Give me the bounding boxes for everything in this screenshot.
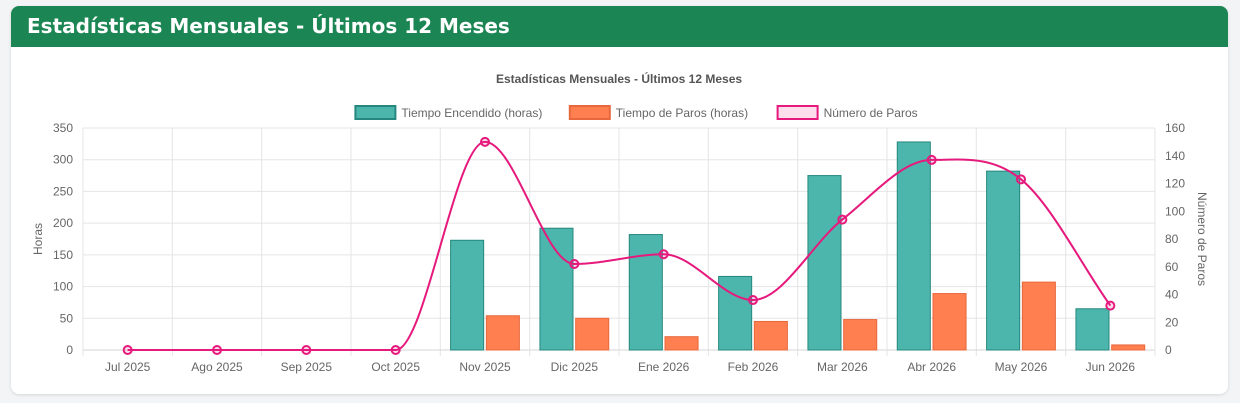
bar-paros xyxy=(485,315,520,351)
x-tick-label: Dic 2025 xyxy=(551,360,599,374)
x-tick-label: Jul 2025 xyxy=(105,360,151,374)
bar-encendido xyxy=(1075,308,1110,351)
y-tick-label-left: 50 xyxy=(60,311,74,325)
y-tick-label-left: 350 xyxy=(53,121,73,135)
legend-paros-swatch xyxy=(568,105,611,120)
y-tick-label-left: 300 xyxy=(53,153,73,167)
point-numero-paros xyxy=(926,154,937,165)
point-numero-paros xyxy=(301,345,312,355)
legend-paros-label: Tiempo de Paros (horas) xyxy=(616,106,748,120)
y-tick-label-right: 100 xyxy=(1165,204,1185,218)
bar-encendido xyxy=(896,141,931,351)
point-numero-paros xyxy=(390,345,401,355)
bar-paros xyxy=(664,336,699,351)
y-tick-label-right: 60 xyxy=(1165,260,1179,274)
bar-encendido xyxy=(450,239,485,351)
chart-title: Estadísticas Mensuales - Últimos 12 Mese… xyxy=(496,71,742,86)
x-tick-label: May 2026 xyxy=(995,360,1048,374)
y-tick-label-left: 200 xyxy=(53,216,73,230)
stats-card: Estadísticas Mensuales - Últimos 12 Mese… xyxy=(11,6,1228,394)
point-numero-paros xyxy=(569,258,580,269)
y-tick-label-right: 80 xyxy=(1165,232,1179,246)
bar-encendido xyxy=(628,234,663,351)
bar-paros xyxy=(1111,344,1146,351)
y-tick-label-right: 20 xyxy=(1165,315,1179,329)
y-tick-label-left: 0 xyxy=(66,343,73,357)
point-numero-paros xyxy=(212,345,222,355)
bar-encendido xyxy=(986,170,1021,351)
bar-paros xyxy=(753,320,788,351)
y-tick-label-left: 150 xyxy=(53,248,73,262)
point-numero-paros xyxy=(1105,300,1116,311)
point-numero-paros xyxy=(837,214,848,225)
point-numero-paros xyxy=(748,295,758,306)
y-tick-label-right: 40 xyxy=(1165,288,1179,302)
y-tick-label-right: 120 xyxy=(1165,177,1185,191)
x-tick-label: Oct 2025 xyxy=(371,360,420,374)
y-axis-title-left: Horas xyxy=(31,223,45,255)
x-tick-label: Feb 2026 xyxy=(728,360,779,374)
x-tick-label: Nov 2025 xyxy=(459,360,511,374)
legend-numero-paros-swatch xyxy=(776,105,819,120)
x-tick-label: Abr 2026 xyxy=(907,360,956,374)
legend-numero-paros-label: Número de Paros xyxy=(824,106,918,120)
point-numero-paros xyxy=(122,345,133,355)
point-numero-paros xyxy=(1016,174,1026,185)
legend-encendido-swatch xyxy=(354,105,397,120)
y-axis-title-right: Número de Paros xyxy=(1195,192,1209,286)
monthly-stats-chart: Estadísticas Mensuales - Últimos 12 Mese… xyxy=(31,71,1209,374)
x-tick-label: Jun 2026 xyxy=(1086,360,1136,374)
y-tick-label-left: 250 xyxy=(53,184,73,198)
bar-paros xyxy=(575,317,610,351)
card-title: Estadísticas Mensuales - Últimos 12 Mese… xyxy=(11,6,1228,47)
x-tick-label: Sep 2025 xyxy=(281,360,333,374)
y-tick-label-right: 140 xyxy=(1165,149,1185,163)
point-numero-paros xyxy=(658,249,669,260)
y-tick-label-right: 160 xyxy=(1165,121,1185,135)
point-numero-paros xyxy=(480,136,490,147)
bar-paros xyxy=(1021,281,1056,351)
bar-encendido xyxy=(807,175,842,351)
y-tick-label-right: 0 xyxy=(1165,343,1172,357)
y-tick-label-left: 100 xyxy=(53,280,73,294)
bar-paros xyxy=(932,293,967,351)
bar-encendido xyxy=(539,227,574,351)
x-tick-label: Mar 2026 xyxy=(817,360,868,374)
line-numero-paros xyxy=(127,140,1112,352)
legend-encendido-label: Tiempo Encendido (horas) xyxy=(401,106,542,120)
x-tick-label: Ago 2025 xyxy=(191,360,243,374)
bar-paros xyxy=(843,319,878,351)
x-tick-label: Ene 2026 xyxy=(638,360,690,374)
